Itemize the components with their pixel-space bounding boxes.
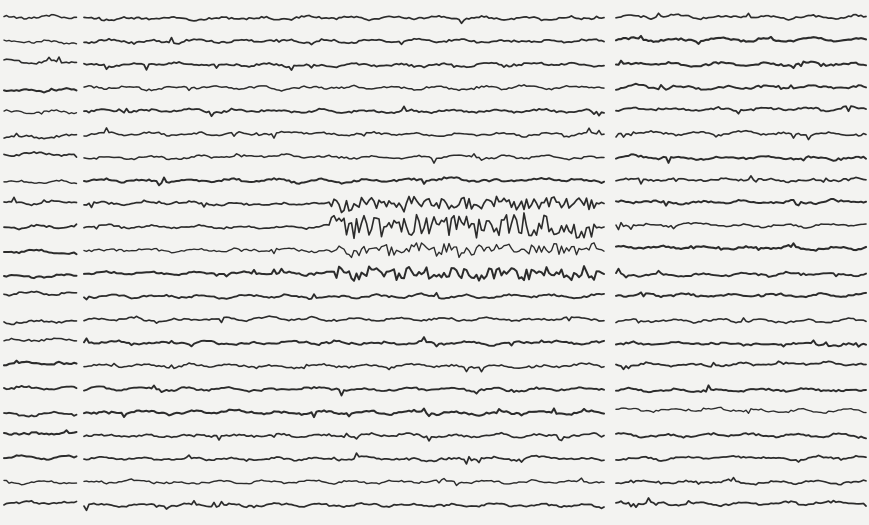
paper (0, 0, 869, 525)
page: (() => { const data = JSON.parse(documen… (0, 0, 869, 525)
trace-scan (0, 0, 869, 525)
